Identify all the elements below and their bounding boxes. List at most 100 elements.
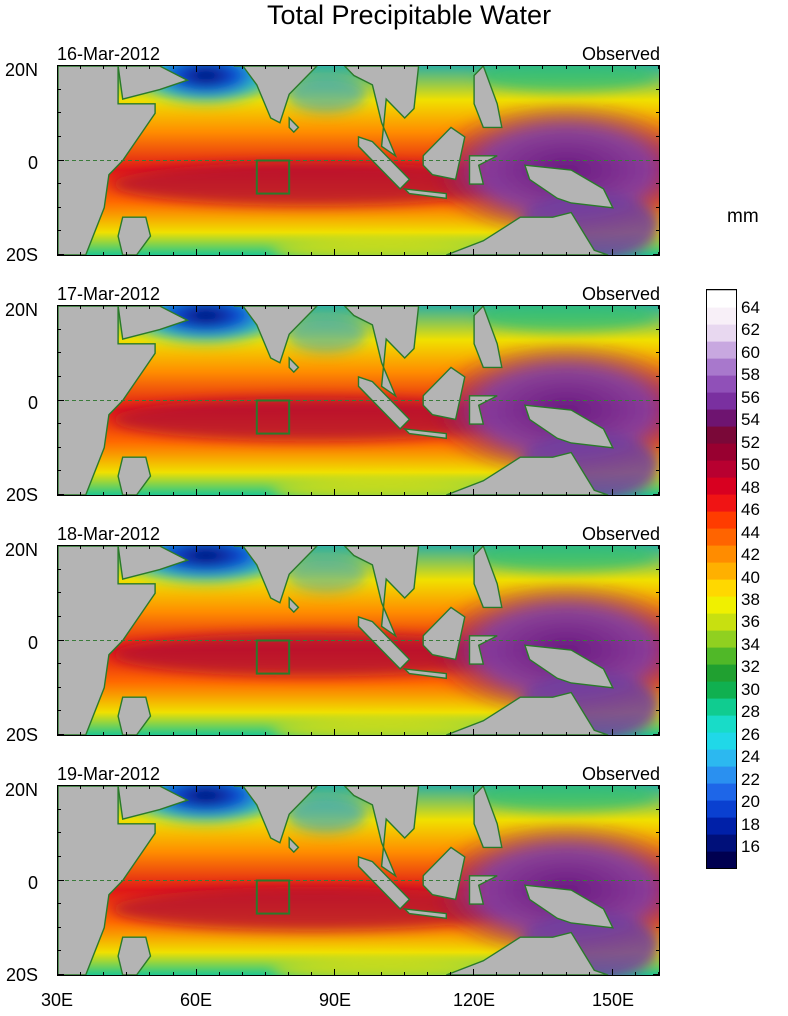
axis-tick [542, 65, 544, 69]
axis-tick [288, 65, 290, 69]
colorbar-label: 16 [741, 837, 760, 856]
axis-tick [426, 732, 428, 736]
axis-tick [588, 545, 590, 549]
observed-label: Observed [581, 284, 660, 304]
y-label-0: 0 [27, 633, 38, 653]
axis-tick [334, 65, 336, 72]
axis-tick [241, 732, 243, 736]
y-label-20s: 20S [5, 485, 38, 505]
axis-tick [542, 252, 544, 256]
axis-tick [265, 785, 267, 789]
axis-tick [380, 785, 382, 789]
x-label-150e: 150E [591, 990, 635, 1010]
axis-tick [656, 183, 660, 185]
axis-tick [634, 492, 636, 496]
axis-tick [126, 972, 128, 976]
y-label-20n: 20N [4, 60, 38, 80]
axis-tick [426, 252, 428, 256]
axis-tick [519, 252, 521, 256]
axis-tick [611, 249, 613, 256]
axis-tick [57, 88, 61, 90]
axis-tick [172, 972, 174, 976]
x-label-120e: 120E [452, 990, 496, 1010]
colorbar-label: 58 [741, 365, 760, 385]
tpw-map [57, 545, 660, 736]
axis-tick [265, 252, 267, 256]
axis-tick [218, 252, 220, 256]
axis-tick [588, 785, 590, 789]
axis-tick [496, 732, 498, 736]
axis-tick [565, 785, 567, 789]
axis-tick [473, 305, 475, 312]
axis-tick [380, 65, 382, 69]
axis-tick [565, 972, 567, 976]
axis-tick [57, 65, 58, 72]
axis-tick [172, 732, 174, 736]
axis-tick [218, 785, 220, 789]
figure-title: Total Precipitable Water [266, 0, 552, 30]
axis-tick [57, 328, 61, 330]
axis-tick [126, 492, 128, 496]
axis-tick [653, 734, 660, 735]
axis-tick [241, 785, 243, 789]
axis-tick [653, 159, 660, 161]
axis-tick [542, 972, 544, 976]
colorbar-label: 50 [741, 455, 760, 475]
axis-tick [172, 492, 174, 496]
axis-tick [80, 305, 82, 309]
axis-tick [288, 545, 290, 549]
axis-tick [57, 470, 61, 472]
axis-tick [403, 65, 405, 69]
axis-tick [288, 732, 290, 736]
axis-tick [57, 855, 61, 857]
axis-tick [426, 972, 428, 976]
axis-tick [103, 785, 105, 789]
axis-tick [172, 65, 174, 69]
axis-tick [449, 65, 451, 69]
axis-tick [653, 545, 660, 546]
colorbar-label: 52 [741, 432, 760, 452]
axis-tick [380, 545, 382, 549]
axis-tick [265, 732, 267, 736]
axis-tick [57, 352, 61, 354]
axis-tick [519, 492, 521, 496]
axis-tick [57, 183, 61, 185]
axis-tick [195, 489, 197, 496]
x-label-30e: 30E [40, 990, 74, 1010]
axis-tick [653, 399, 660, 401]
axis-tick [241, 492, 243, 496]
panel-date: 18-Mar-2012 [57, 524, 161, 544]
axis-tick [241, 545, 243, 549]
axis-tick [149, 252, 151, 256]
axis-tick [403, 785, 405, 789]
axis-tick [57, 254, 64, 255]
axis-tick [542, 492, 544, 496]
axis-tick [218, 305, 220, 309]
axis-tick [195, 249, 197, 256]
axis-tick [311, 972, 313, 976]
axis-tick [80, 252, 82, 256]
axis-tick [357, 545, 359, 549]
y-label-20s: 20S [5, 725, 38, 745]
axis-tick [656, 926, 660, 928]
axis-tick [311, 732, 313, 736]
axis-tick [265, 65, 267, 69]
axis-tick [473, 545, 475, 552]
axis-tick [565, 252, 567, 256]
axis-tick [265, 972, 267, 976]
colorbar-label: 60 [741, 342, 760, 362]
axis-tick [656, 206, 660, 208]
axis-tick [542, 545, 544, 549]
axis-tick [403, 492, 405, 496]
y-label-0: 0 [27, 393, 38, 413]
axis-tick [656, 808, 660, 810]
axis-tick [653, 974, 660, 975]
axis-tick [542, 732, 544, 736]
axis-tick [334, 785, 336, 792]
axis-tick [656, 230, 660, 232]
axis-tick [653, 879, 660, 881]
axis-tick [656, 470, 660, 472]
colorbar-label: 62 [741, 320, 760, 340]
axis-tick [241, 252, 243, 256]
axis-tick [656, 663, 660, 665]
